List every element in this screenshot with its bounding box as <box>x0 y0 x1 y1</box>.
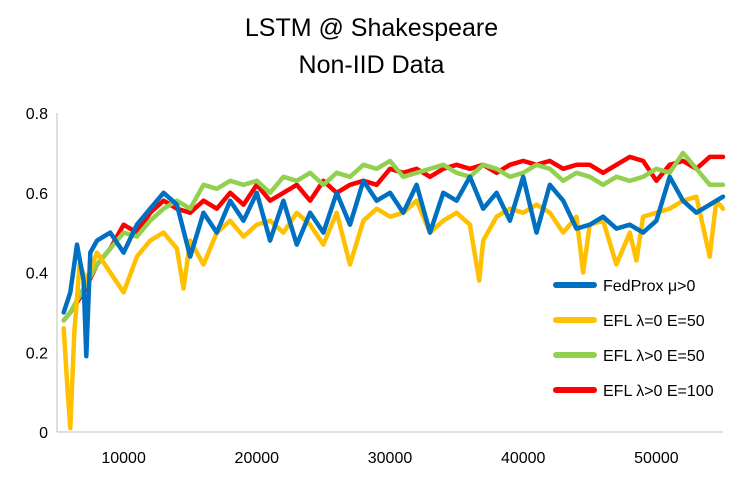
chart-subtitle: Non-IID Data <box>298 51 445 79</box>
series-line-1 <box>61 150 726 323</box>
x-tick-label: 30000 <box>368 450 413 467</box>
x-tick-label: 20000 <box>235 450 280 467</box>
series-line-2 <box>61 194 726 431</box>
legend-label: EFL λ=0 E=50 <box>603 313 705 330</box>
x-tick-label: 40000 <box>501 450 546 467</box>
legend-label: EFL λ>0 E=100 <box>603 383 714 400</box>
y-tick-label: 0.4 <box>26 266 48 283</box>
chart-title: LSTM @ Shakespeare <box>244 14 499 42</box>
y-tick-label: 0.8 <box>26 106 48 123</box>
y-tick-label: 0 <box>39 425 48 442</box>
series-line-0 <box>61 154 726 323</box>
x-tick-label: 10000 <box>101 450 146 467</box>
series-line-3 <box>61 174 726 359</box>
legend-label: FedProx μ>0 <box>603 278 695 295</box>
legend-label: EFL λ>0 E=50 <box>603 348 705 365</box>
y-tick-label: 0.2 <box>26 345 48 362</box>
x-tick-label: 50000 <box>634 450 679 467</box>
y-tick-label: 0.6 <box>26 186 48 203</box>
